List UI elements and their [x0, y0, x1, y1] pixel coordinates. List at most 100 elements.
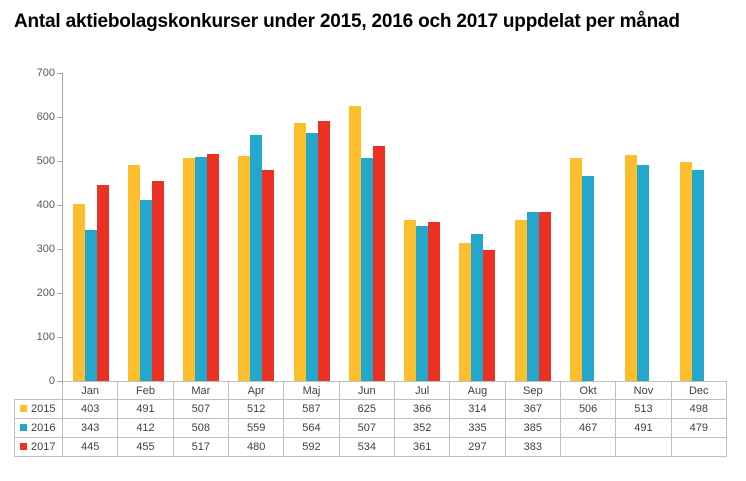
legend-swatch-2017	[20, 442, 27, 450]
value-cell-2016-okt: 467	[559, 418, 617, 438]
value-cell-2016-jan: 343	[61, 418, 119, 438]
bar-2017-aug	[483, 250, 496, 381]
y-tick-label-500: 500	[36, 155, 55, 167]
bar-2016-apr	[250, 135, 263, 381]
value-cell-2017-dec	[670, 437, 727, 457]
bar-2017-mar	[207, 153, 220, 381]
month-header-jun: Jun	[338, 381, 395, 400]
legend-swatch-2016	[20, 423, 27, 431]
bar-group-apr	[229, 73, 284, 381]
month-header-mar: Mar	[172, 381, 229, 400]
value-cell-2016-maj: 564	[283, 418, 340, 438]
bar-group-aug	[450, 73, 505, 381]
value-cell-2017-jul: 361	[393, 437, 451, 457]
value-cell-2015-jan: 403	[61, 399, 119, 419]
month-header-dec: Dec	[670, 381, 727, 400]
y-tick-label-0: 0	[48, 375, 55, 387]
y-tick-mark-300	[57, 249, 62, 250]
value-cell-2015-nov: 513	[615, 399, 672, 419]
bar-2017-apr	[262, 169, 275, 381]
bar-2017-jun	[372, 146, 385, 381]
bar-group-dec	[671, 73, 726, 381]
bar-2016-aug	[471, 233, 484, 381]
bar-2016-mar	[195, 157, 208, 381]
legend-swatch-2015	[20, 404, 27, 412]
y-tick-mark-600	[57, 117, 62, 118]
bar-group-feb	[118, 73, 173, 381]
value-cell-2015-apr: 512	[227, 399, 285, 419]
month-header-apr: Apr	[227, 381, 285, 400]
legend-label-2015: 2015	[31, 403, 56, 415]
bar-2015-apr	[238, 155, 251, 381]
value-cell-2017-nov	[615, 437, 672, 457]
month-header-okt: Okt	[559, 381, 617, 400]
y-tick-label-600: 600	[36, 111, 55, 123]
bar-2017-jan	[96, 185, 109, 381]
bar-group-maj	[284, 73, 339, 381]
bar-2015-dec	[680, 161, 693, 381]
value-cell-2015-maj: 587	[283, 399, 340, 419]
legend-cell-2016: 2016	[14, 418, 63, 438]
bar-2015-maj	[293, 122, 306, 381]
legend-cell-2017: 2017	[14, 437, 63, 457]
month-header-jan: Jan	[61, 381, 119, 400]
month-header-nov: Nov	[615, 381, 672, 400]
bar-group-jul	[395, 73, 450, 381]
value-cell-2015-jun: 625	[338, 399, 395, 419]
bar-2016-feb	[139, 199, 152, 381]
bar-2016-okt	[581, 175, 594, 381]
bar-2015-feb	[127, 164, 140, 381]
legend-label-2017: 2017	[31, 441, 56, 453]
legend-cell-2015: 2015	[14, 399, 63, 419]
month-header-sep: Sep	[504, 381, 561, 400]
month-header-aug: Aug	[449, 381, 506, 400]
bar-group-okt	[560, 73, 615, 381]
value-cell-2015-dec: 498	[670, 399, 727, 419]
value-cell-2017-jun: 534	[338, 437, 395, 457]
value-cell-2016-mar: 508	[172, 418, 229, 438]
value-cell-2015-okt: 506	[559, 399, 617, 419]
bar-2015-aug	[459, 242, 472, 381]
bar-2015-nov	[625, 155, 638, 381]
value-cell-2017-sep: 383	[504, 437, 561, 457]
value-cell-2017-aug: 297	[449, 437, 506, 457]
chart-title: Antal aktiebolagskonkurser under 2015, 2…	[14, 11, 680, 32]
value-cell-2016-nov: 491	[615, 418, 672, 438]
bar-2015-jan	[72, 203, 85, 381]
y-tick-label-700: 700	[36, 67, 55, 79]
value-cell-2015-aug: 314	[449, 399, 506, 419]
y-tick-mark-700	[57, 73, 62, 74]
value-cell-2015-mar: 507	[172, 399, 229, 419]
bar-group-jan	[63, 73, 118, 381]
value-cell-2016-aug: 335	[449, 418, 506, 438]
value-cell-2015-sep: 367	[504, 399, 561, 419]
bar-2016-jun	[360, 157, 373, 381]
value-cell-2017-feb: 455	[117, 437, 174, 457]
month-header-feb: Feb	[117, 381, 174, 400]
value-cell-2016-feb: 412	[117, 418, 174, 438]
value-cell-2015-feb: 491	[117, 399, 174, 419]
bar-2015-jun	[348, 106, 361, 381]
bar-2017-sep	[538, 212, 551, 381]
value-cell-2017-maj: 592	[283, 437, 340, 457]
value-cell-2016-dec: 479	[670, 418, 727, 438]
bar-2016-nov	[637, 164, 650, 381]
month-header-jul: Jul	[393, 381, 451, 400]
value-cell-2016-jul: 352	[393, 418, 451, 438]
bar-group-jun	[339, 73, 394, 381]
value-cell-2017-okt	[559, 437, 617, 457]
value-cell-2016-apr: 559	[227, 418, 285, 438]
value-cell-2016-jun: 507	[338, 418, 395, 438]
bar-2016-sep	[526, 211, 539, 381]
y-tick-mark-400	[57, 205, 62, 206]
table-corner-cell	[15, 382, 63, 400]
month-header-maj: Maj	[283, 381, 340, 400]
plot-area	[63, 73, 726, 381]
table-row-2015: 2015 403 491 507 512 587 625 366 314 367 506 513 498	[14, 399, 727, 419]
bar-group-mar	[174, 73, 229, 381]
table-row-2017: 2017 445 455 517 480 592 534 361 297 383	[14, 437, 727, 457]
bar-2015-mar	[183, 157, 196, 381]
value-cell-2015-jul: 366	[393, 399, 451, 419]
bar-2015-sep	[514, 219, 527, 381]
